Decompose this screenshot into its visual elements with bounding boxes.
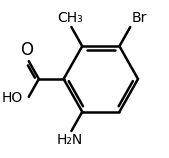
Text: HO: HO xyxy=(1,91,23,105)
Text: Br: Br xyxy=(132,11,147,25)
Text: O: O xyxy=(20,41,33,59)
Text: H₂N: H₂N xyxy=(57,133,83,147)
Text: CH₃: CH₃ xyxy=(57,11,83,25)
